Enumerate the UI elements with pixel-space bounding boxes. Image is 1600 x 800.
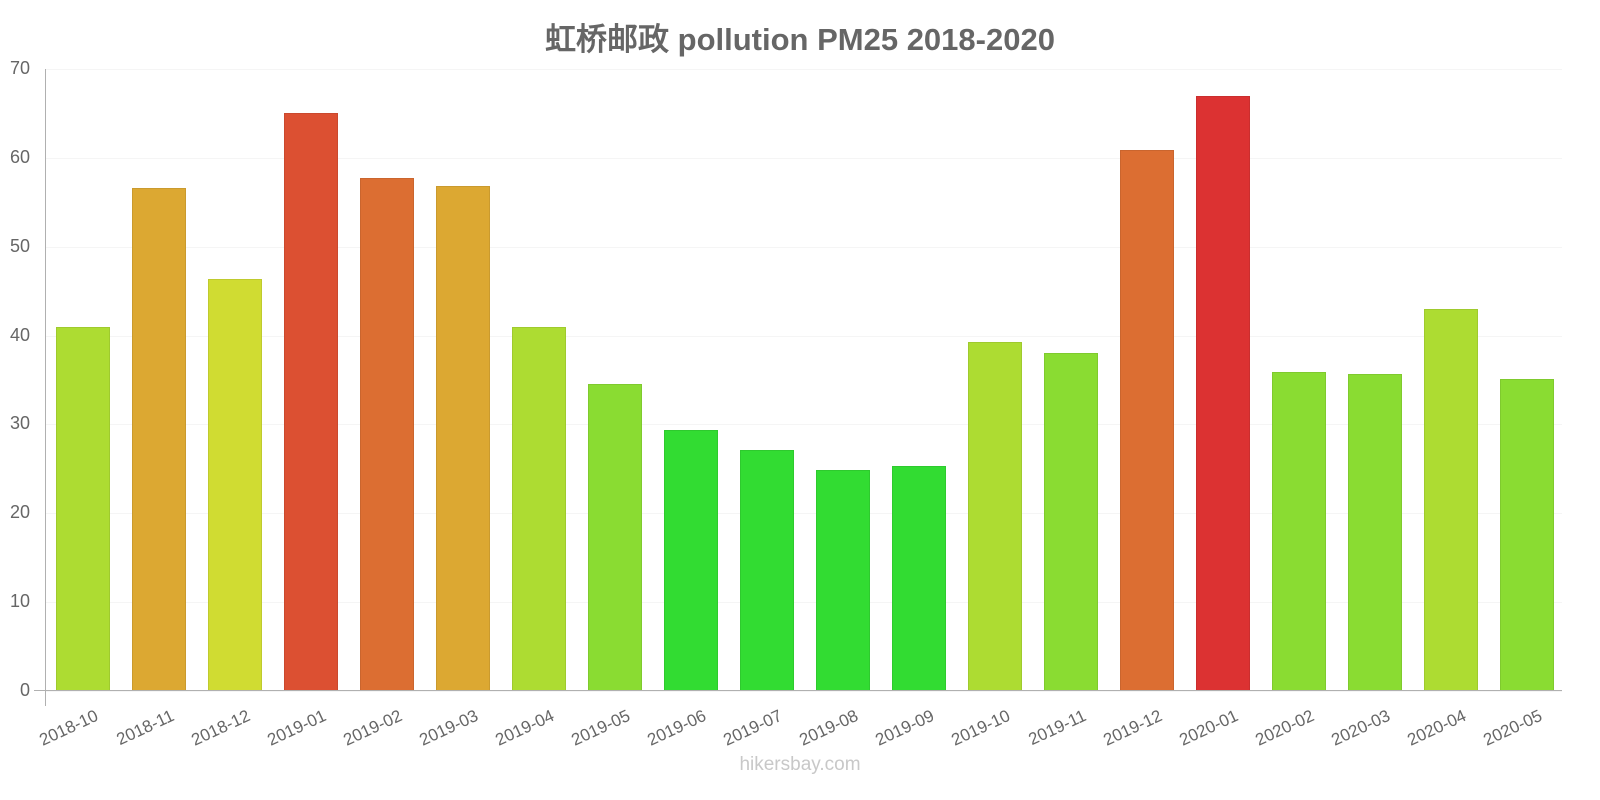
bar-2019-05[interactable] — [588, 384, 642, 691]
gridline — [45, 157, 1562, 159]
bar-2020-03[interactable] — [1348, 373, 1402, 691]
bar-2019-08[interactable] — [816, 469, 870, 691]
plot-area — [45, 69, 1562, 692]
bar-2019-11[interactable] — [1044, 353, 1098, 691]
watermark: hikersbay.com — [739, 754, 861, 775]
x-axis-line — [34, 690, 1562, 691]
bar-2019-12[interactable] — [1120, 149, 1174, 691]
y-tick-label: 0 — [19, 680, 30, 700]
bar-2019-06[interactable] — [664, 429, 718, 691]
y-axis-line — [45, 69, 46, 706]
bar-2019-04[interactable] — [512, 326, 566, 691]
gridline — [45, 69, 1562, 70]
bar-2018-12[interactable] — [208, 278, 262, 691]
y-tick-label: 70 — [9, 58, 30, 78]
bar-2020-01[interactable] — [1196, 95, 1250, 691]
bar-2019-07[interactable] — [740, 450, 794, 691]
y-tick-label: 60 — [9, 146, 30, 167]
bar-2019-03[interactable] — [436, 186, 490, 691]
gridline — [45, 602, 1562, 604]
chart-title: 虹桥邮政 pollution PM25 2018-2020 — [545, 22, 1055, 57]
bar-2018-10[interactable] — [56, 326, 110, 691]
y-tick-label: 40 — [9, 324, 30, 345]
y-tick-label: 20 — [9, 502, 30, 523]
bar-2020-02[interactable] — [1272, 372, 1326, 691]
bar-2020-05[interactable] — [1500, 379, 1554, 691]
bar-2019-01[interactable] — [284, 113, 338, 691]
bar-2018-11[interactable] — [132, 188, 186, 691]
gridline — [45, 246, 1562, 248]
gridline — [45, 513, 1562, 515]
bar-2019-09[interactable] — [892, 466, 946, 691]
gridline — [45, 424, 1562, 426]
y-tick-label: 50 — [9, 235, 30, 256]
gridline — [45, 335, 1562, 337]
y-tick-label: 30 — [9, 413, 30, 434]
y-tick-label: 10 — [9, 591, 30, 612]
bar-2019-02[interactable] — [360, 178, 414, 691]
gridline — [45, 691, 1562, 692]
bar-2019-10[interactable] — [968, 341, 1022, 691]
bar-2020-04[interactable] — [1424, 308, 1478, 691]
